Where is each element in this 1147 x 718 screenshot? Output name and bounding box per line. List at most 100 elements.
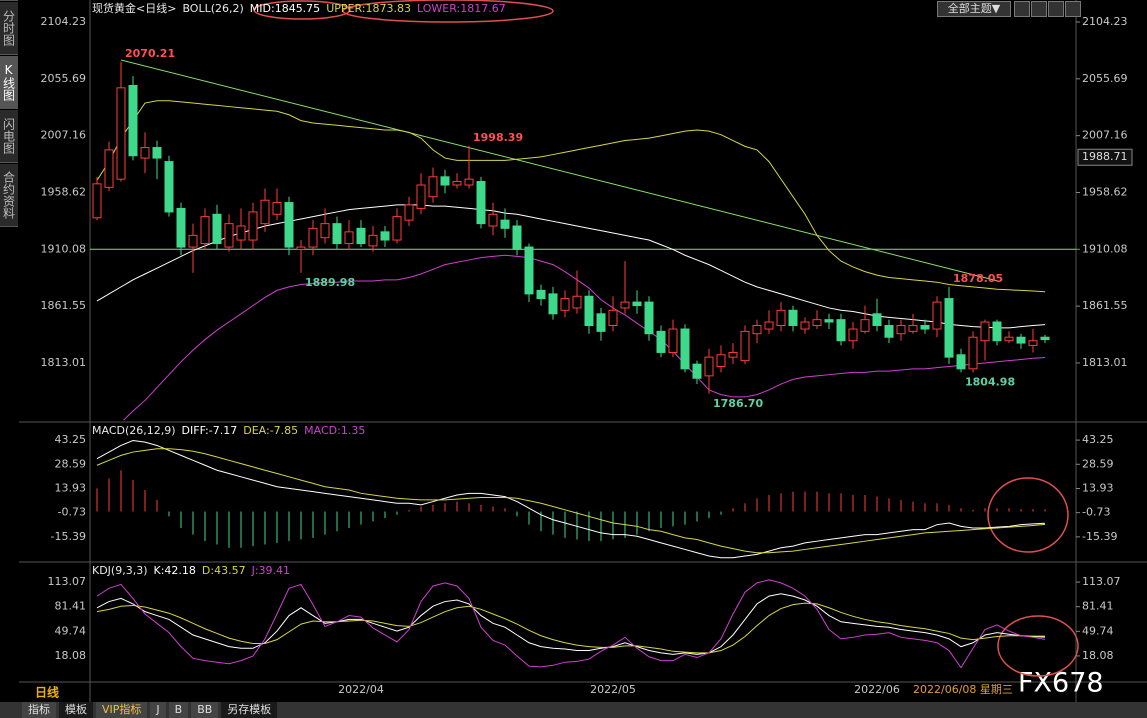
legend-label: 现货黄金<日线> bbox=[92, 1, 176, 15]
sidebar-tab[interactable]: 合约资料 bbox=[0, 164, 18, 227]
bottom-tab[interactable]: 模板 bbox=[59, 702, 93, 718]
candle-body bbox=[416, 184, 426, 209]
indicator-line bbox=[96, 448, 1046, 554]
bottom-tab[interactable]: BB bbox=[191, 702, 219, 718]
y-tick-label-right: 49.74 bbox=[1082, 624, 1114, 637]
theme-button[interactable]: 全部主题▼ bbox=[937, 1, 1011, 17]
indicator-line bbox=[96, 439, 1046, 559]
indicator-line bbox=[96, 100, 1046, 293]
sidebar-tab[interactable]: K线图 bbox=[0, 56, 18, 109]
sidebar-tab[interactable]: 闪电图 bbox=[0, 110, 18, 163]
x-tick-label: 2022/05 bbox=[590, 683, 636, 696]
candle-body bbox=[608, 309, 618, 327]
extreme-label: 1889.98 bbox=[305, 276, 355, 289]
y-tick-label-right: -0.73 bbox=[1082, 506, 1110, 519]
y-tick-label: 81.41 bbox=[55, 600, 87, 613]
y-tick-label-right: 13.93 bbox=[1082, 481, 1114, 494]
candle-body bbox=[692, 363, 702, 379]
y-tick-label: -15.39 bbox=[51, 530, 86, 543]
candle-body bbox=[1040, 336, 1050, 341]
candle-body bbox=[920, 325, 930, 330]
candle-body bbox=[464, 178, 474, 186]
icon-button[interactable] bbox=[1048, 1, 1064, 17]
highlight-circle bbox=[253, 0, 351, 20]
y-tick-label-right: 1958.62 bbox=[1082, 185, 1128, 198]
y-tick-label: 2104.23 bbox=[41, 15, 87, 28]
extreme-label: 2070.21 bbox=[125, 47, 175, 60]
y-tick-label-right: 18.08 bbox=[1082, 649, 1114, 662]
y-tick-label: 49.74 bbox=[55, 624, 87, 637]
sidebar-spacer bbox=[0, 0, 18, 1]
y-tick-label: 2007.16 bbox=[41, 129, 87, 142]
legend-label: MACD(26,12,9) bbox=[92, 424, 176, 437]
candle-body bbox=[152, 147, 162, 159]
bottom-bar: 指标 模板 VIP指标 J B BB 另存模板 bbox=[0, 702, 1147, 718]
icon-button[interactable] bbox=[1031, 1, 1047, 17]
sidebar-tab[interactable]: 分时图 bbox=[0, 2, 18, 55]
y-tick-label-right: 113.07 bbox=[1082, 575, 1121, 588]
x-tick-label: 2022/04 bbox=[338, 683, 384, 696]
y-tick-label-right: 81.41 bbox=[1082, 600, 1114, 613]
legend-label: BOLL(26,2) bbox=[182, 2, 243, 15]
bottom-tab[interactable]: VIP指标 bbox=[96, 702, 148, 718]
candle-body bbox=[116, 87, 126, 180]
y-tick-label-right: 2007.16 bbox=[1082, 129, 1128, 142]
price-tag-box bbox=[1077, 148, 1133, 166]
candle-body bbox=[932, 301, 942, 330]
candle-body bbox=[752, 325, 762, 335]
candle-body bbox=[296, 246, 306, 250]
candle-body bbox=[260, 199, 270, 225]
candle-body bbox=[812, 319, 822, 327]
candle-body bbox=[344, 231, 354, 245]
legend-label: K:42.18 bbox=[154, 564, 196, 577]
candle-body bbox=[332, 223, 342, 245]
candle-body bbox=[956, 354, 966, 370]
candle-body bbox=[560, 298, 570, 311]
candle-body bbox=[128, 84, 138, 157]
candle-body bbox=[536, 289, 546, 300]
icon-button[interactable] bbox=[1065, 1, 1081, 17]
candle-body bbox=[524, 246, 534, 295]
candle-body bbox=[764, 321, 774, 330]
y-tick-label-right: 2104.23 bbox=[1082, 15, 1128, 28]
candle-body bbox=[476, 180, 486, 225]
panel bbox=[90, 61, 1076, 420]
bottom-tab[interactable]: 指标 bbox=[22, 702, 56, 718]
y-tick-label: 113.07 bbox=[48, 575, 87, 588]
bottom-tab[interactable]: 另存模板 bbox=[221, 702, 278, 718]
bottom-tab[interactable]: J bbox=[150, 702, 166, 718]
legend-label: DEA:-7.85 bbox=[243, 424, 298, 437]
y-tick-label-right: 1861.55 bbox=[1082, 299, 1128, 312]
candle-body bbox=[512, 225, 522, 250]
legend-label: UPPER:1873.83 bbox=[326, 2, 411, 15]
indicator-line bbox=[96, 602, 1046, 654]
candle-body bbox=[944, 298, 954, 358]
candle-body bbox=[1028, 340, 1038, 346]
candle-body bbox=[164, 161, 174, 213]
legend-label: KDJ(9,3,3) bbox=[92, 564, 148, 577]
bottom-tab[interactable]: B bbox=[168, 702, 189, 718]
candle-body bbox=[176, 207, 186, 248]
candle-body bbox=[800, 321, 810, 330]
candle-body bbox=[716, 354, 726, 367]
candle-body bbox=[248, 211, 258, 241]
candle-body bbox=[308, 227, 318, 248]
candle-body bbox=[620, 301, 630, 309]
y-tick-label-right: 2055.69 bbox=[1082, 72, 1128, 85]
candle-body bbox=[428, 176, 438, 198]
highlight-circle bbox=[987, 477, 1069, 553]
candle-body bbox=[980, 321, 990, 342]
candle-body bbox=[212, 213, 222, 245]
candle-body bbox=[440, 176, 450, 186]
y-tick-label: 1958.62 bbox=[41, 185, 87, 198]
candle-body bbox=[1016, 336, 1026, 344]
candle-body bbox=[824, 319, 834, 323]
icon-button[interactable] bbox=[1014, 1, 1030, 17]
candle-body bbox=[884, 325, 894, 338]
candle-body bbox=[500, 219, 510, 229]
candle-body bbox=[284, 202, 294, 248]
y-tick-label: 43.25 bbox=[55, 433, 87, 446]
background bbox=[19, 0, 1147, 702]
